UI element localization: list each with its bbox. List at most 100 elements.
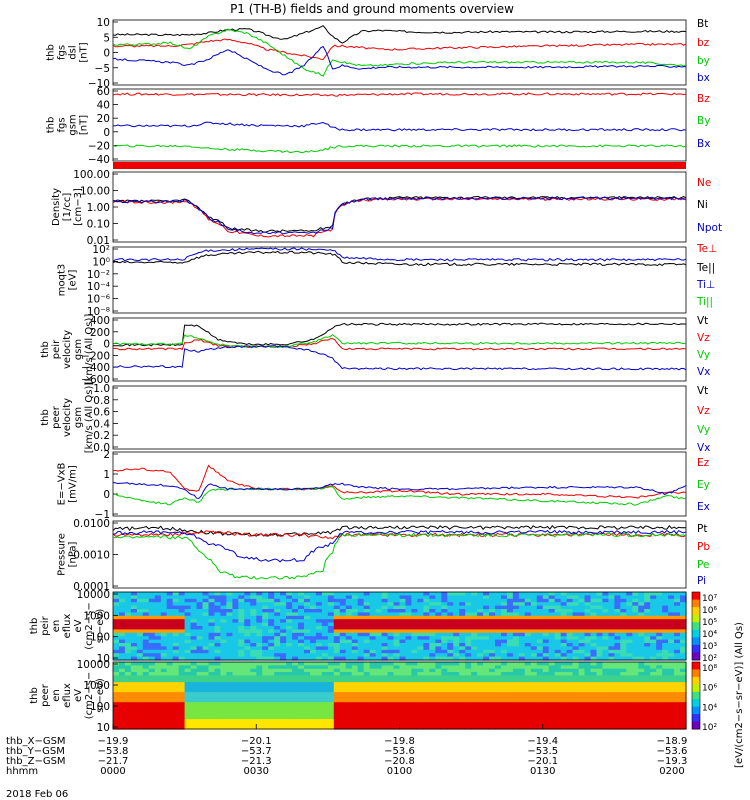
heat-cell [178,705,186,710]
heat-cell [656,592,663,596]
heat-cell [626,622,633,627]
heat-cell [184,605,192,610]
heat-cell [506,675,514,680]
heat-cell [644,688,651,693]
heat-cell [268,619,275,624]
heat-cell [483,619,490,624]
plot-title: P1 (TH-B) fields and ground moments over… [230,2,514,16]
heat-cell [142,715,150,720]
heat-cell [554,605,562,610]
heat-cell [465,698,472,703]
heat-cell [560,636,568,641]
heat-cell [584,632,592,637]
heat-cell [447,592,454,596]
heat-cell [154,708,162,713]
heat-cell [363,688,371,693]
heat-cell [148,698,156,703]
heat-cell [232,622,239,627]
heat-cell [608,678,615,683]
heat-cell [405,715,413,720]
heat-cell [148,649,156,654]
heat-cell [495,619,502,624]
heat-cell [632,695,639,700]
heat-cell [656,643,663,647]
heat-cell [608,605,615,610]
heat-cell [238,612,245,617]
heat-cell [292,595,299,600]
heat-cell [286,598,293,603]
heat-cell [423,629,430,634]
heat-cell [411,632,418,637]
heat-cell [226,668,233,673]
heat-cell [220,688,227,693]
heat-cell [184,656,192,661]
heat-cell [501,602,508,607]
heat-cell [656,619,663,624]
heat-cell [620,629,627,634]
heat-cell [656,722,663,727]
heat-cell [274,592,281,596]
heat-cell [220,605,227,610]
heat-cell [286,626,293,630]
heat-cell [333,619,341,624]
heat-cell [190,688,198,693]
heat-cell [166,609,174,613]
heat-cell [172,665,180,670]
heat-cell [399,688,407,693]
heat-cell [119,609,126,613]
heat-cell [244,636,251,641]
y-axis-label: E=−VxB [mV/m] [57,463,79,506]
heat-cell [310,646,317,651]
heat-cell [453,692,460,697]
heat-cell [530,695,538,700]
heat-cell [363,619,371,624]
heat-cell [626,653,633,658]
heat-cell [113,598,120,603]
heat-cell [148,609,156,613]
heat-cell [286,612,293,617]
colorbar-step [692,676,700,685]
heat-cell [154,649,162,654]
heat-cell [130,646,138,651]
heat-cell [250,712,257,717]
heat-cell [429,692,436,697]
heat-cell [375,719,383,723]
heat-cell [518,715,526,720]
heat-cell [292,688,299,693]
heat-cell [256,605,263,610]
heat-cell [160,592,168,596]
heat-cell [536,725,544,730]
heat-cell [124,712,132,717]
heat-cell [387,653,395,658]
heat-cell [441,702,448,707]
heat-cell [572,643,580,647]
heat-cell [566,662,574,666]
heat-cell [262,665,269,670]
heat-cell [357,688,365,693]
heat-cell [178,695,186,700]
heat-cell [220,662,227,666]
heat-cell [160,598,168,603]
series-bz [112,38,687,61]
heat-cell [471,725,478,730]
heat-cell [321,598,329,603]
heat-cell [387,619,395,624]
heat-cell [560,719,568,723]
heat-cell [321,725,329,730]
heat-cell [208,629,216,634]
heat-cell [668,665,675,670]
heat-cell [483,682,490,687]
heat-cell [518,685,526,690]
heat-cell [321,622,329,627]
heat-cell [357,668,365,673]
colorbar-step [692,614,700,623]
heat-cell [518,662,526,666]
heat-cell [483,662,490,666]
heat-cell [638,719,645,723]
heat-cell [399,615,407,620]
heat-cell [477,615,484,620]
heat-cell [441,605,448,610]
heat-cell [178,688,186,693]
heat-cell [387,662,395,666]
heat-cell [256,649,263,654]
